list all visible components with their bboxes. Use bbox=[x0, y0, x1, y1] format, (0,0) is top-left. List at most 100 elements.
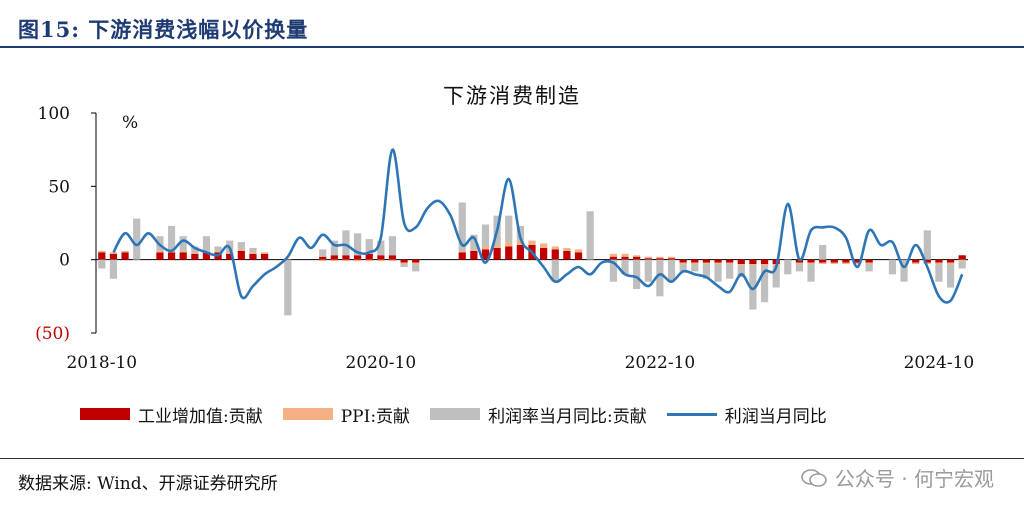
bar-ppi-contribution bbox=[842, 262, 850, 265]
bar-profit-margin-contribution bbox=[458, 202, 466, 251]
bar-ppi-contribution bbox=[470, 249, 478, 251]
bar-ppi-contribution bbox=[667, 256, 676, 259]
bar-industrial-contribution bbox=[412, 259, 420, 263]
bar-profit-margin-contribution bbox=[412, 264, 420, 272]
bar-industrial-contribution bbox=[540, 247, 548, 260]
bar-ppi-contribution bbox=[574, 249, 583, 253]
bar-profit-margin-contribution bbox=[656, 259, 664, 297]
bar-ppi-contribution bbox=[179, 250, 187, 253]
bar-profit-margin-contribution bbox=[365, 239, 373, 254]
bar-profit-margin-contribution bbox=[714, 264, 722, 282]
bar-industrial-contribution bbox=[830, 259, 838, 263]
bar-ppi-contribution bbox=[923, 262, 931, 265]
bar-industrial-contribution bbox=[505, 246, 513, 260]
bar-industrial-contribution bbox=[237, 250, 245, 260]
bar-ppi-contribution bbox=[493, 245, 501, 248]
bar-industrial-contribution bbox=[388, 255, 397, 260]
bar-ppi-contribution bbox=[819, 262, 827, 265]
bar-industrial-contribution bbox=[470, 250, 478, 260]
bar-industrial-contribution bbox=[226, 253, 234, 260]
legend-label-profit-margin: 利润率当月同比:贡献 bbox=[488, 406, 647, 427]
bar-industrial-contribution bbox=[958, 255, 966, 260]
bar-industrial-contribution bbox=[714, 259, 722, 263]
bar-profit-margin-contribution bbox=[888, 259, 897, 275]
bar-profit-margin-contribution bbox=[400, 264, 408, 267]
bar-profit-margin-contribution bbox=[202, 236, 211, 251]
bar-ppi-contribution bbox=[377, 259, 385, 262]
bar-profit-margin-contribution bbox=[342, 230, 350, 256]
legend-item-profit-margin: 利润率当月同比:贡献 bbox=[430, 402, 647, 427]
wechat-icon bbox=[801, 468, 827, 487]
bar-profit-margin-contribution bbox=[353, 233, 362, 256]
bar-profit-margin-contribution bbox=[679, 264, 687, 272]
bar-industrial-contribution bbox=[819, 259, 827, 263]
bar-industrial-contribution bbox=[621, 256, 629, 260]
bar-industrial-contribution bbox=[667, 258, 676, 260]
figure-header: 图15: 下游消费浅幅以价换量 bbox=[0, 0, 1024, 48]
bar-industrial-contribution bbox=[342, 255, 350, 260]
bar-profit-margin-contribution bbox=[214, 246, 222, 251]
bar-ppi-contribution bbox=[958, 259, 966, 262]
legend-swatch-profit-yoy bbox=[666, 412, 717, 416]
bar-profit-margin-contribution bbox=[179, 236, 187, 251]
bar-ppi-contribution bbox=[528, 240, 536, 245]
bar-profit-margin-contribution bbox=[946, 264, 955, 288]
x-tick-label: 2020-10 bbox=[346, 353, 417, 373]
bar-industrial-contribution bbox=[737, 259, 745, 265]
bar-profit-margin-contribution bbox=[819, 245, 827, 260]
bar-industrial-contribution bbox=[726, 259, 734, 263]
bar-ppi-contribution bbox=[691, 262, 699, 265]
bar-ppi-contribution bbox=[330, 259, 338, 262]
bar-profit-margin-contribution bbox=[702, 264, 711, 279]
bar-ppi-contribution bbox=[249, 252, 257, 254]
x-tick-label: 2022-10 bbox=[625, 353, 696, 373]
bar-ppi-contribution bbox=[679, 262, 687, 265]
line-profit-yoy bbox=[112, 148, 964, 304]
bar-profit-margin-contribution bbox=[644, 259, 652, 282]
source-note: 数据来源: Wind、开源证券研究所 bbox=[18, 474, 278, 494]
x-tick-label: 2018-10 bbox=[66, 353, 137, 373]
bar-profit-margin-contribution bbox=[98, 259, 106, 269]
bar-profit-margin-contribution bbox=[807, 264, 815, 282]
bar-profit-margin-contribution bbox=[481, 224, 490, 247]
bar-ppi-contribution bbox=[98, 250, 106, 253]
bar-ppi-contribution bbox=[412, 262, 420, 265]
bar-profit-margin-contribution bbox=[551, 259, 559, 282]
bar-ppi-contribution bbox=[319, 259, 327, 262]
bar-ppi-contribution bbox=[353, 259, 362, 262]
bar-profit-margin-contribution bbox=[249, 247, 257, 253]
bar-profit-margin-contribution bbox=[865, 264, 873, 272]
bar-industrial-contribution bbox=[633, 256, 641, 260]
bar-industrial-contribution bbox=[481, 249, 490, 260]
bar-industrial-contribution bbox=[760, 259, 769, 265]
bar-industrial-contribution bbox=[319, 256, 327, 260]
bar-profit-margin-contribution bbox=[109, 259, 118, 279]
bar-ppi-contribution bbox=[621, 253, 629, 257]
bar-profit-margin-contribution bbox=[958, 261, 966, 269]
bar-ppi-contribution bbox=[516, 240, 524, 245]
legend-item-ppi: PPI:贡献 bbox=[282, 402, 410, 427]
bar-industrial-contribution bbox=[865, 259, 873, 263]
bar-industrial-contribution bbox=[121, 252, 129, 260]
bar-ppi-contribution bbox=[656, 256, 664, 259]
bar-industrial-contribution bbox=[109, 253, 118, 260]
bar-industrial-contribution bbox=[749, 259, 757, 265]
chart-title: 下游消费制造 bbox=[443, 84, 581, 108]
legend-swatch-industrial bbox=[80, 408, 130, 420]
bar-ppi-contribution bbox=[737, 264, 745, 266]
bar-industrial-contribution bbox=[935, 259, 943, 263]
bar-profit-margin-contribution bbox=[935, 264, 943, 282]
bar-ppi-contribution bbox=[458, 250, 466, 253]
bar-profit-margin-contribution bbox=[900, 259, 908, 282]
bar-industrial-contribution bbox=[179, 252, 187, 260]
legend-swatch-profit-margin bbox=[430, 408, 481, 420]
bar-profit-margin-contribution bbox=[609, 259, 617, 282]
bar-profit-margin-contribution bbox=[784, 259, 792, 275]
bar-ppi-contribution bbox=[609, 253, 617, 257]
bar-profit-margin-contribution bbox=[633, 259, 641, 289]
bar-ppi-contribution bbox=[702, 262, 711, 265]
chart-legend: 工业增加值:贡献 PPI:贡献 利润率当月同比:贡献 利润当月同比 bbox=[80, 402, 847, 427]
bar-industrial-contribution bbox=[353, 255, 362, 260]
y-tick-label: (50) bbox=[35, 324, 70, 344]
